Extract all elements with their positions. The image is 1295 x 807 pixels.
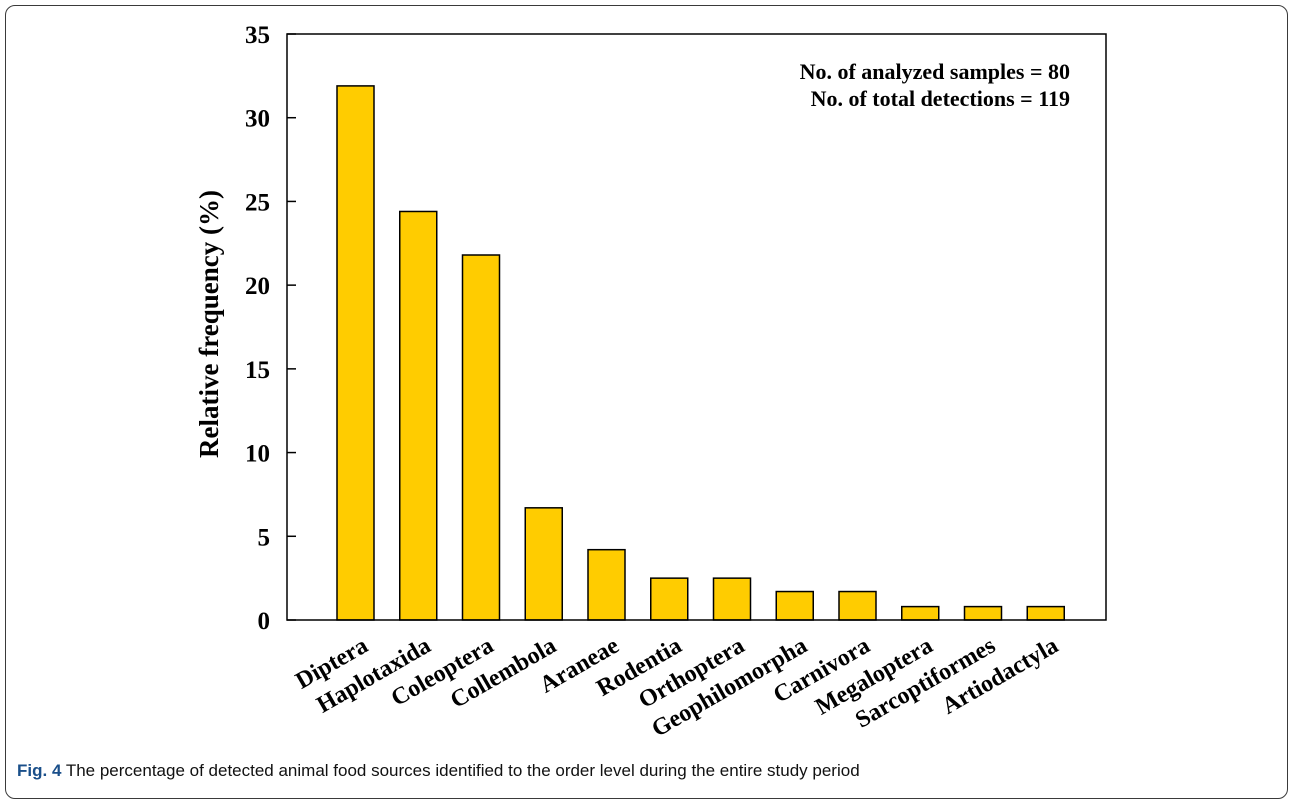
bar-megaloptera — [901, 605, 940, 621]
bar-rodentia — [650, 577, 689, 621]
bar-orthoptera — [712, 577, 752, 621]
figure-caption: Fig. 4 The percentage of detected animal… — [17, 761, 860, 781]
plot-area-frame — [286, 33, 1107, 621]
bar-coleoptera — [461, 254, 501, 621]
x-axis-category-labels: DipteraHaplotaxidaColeopteraCollembolaAr… — [291, 633, 1062, 743]
y-tick-label: 20 — [245, 273, 270, 300]
annotation-total-detections: No. of total detections = 119 — [811, 86, 1070, 111]
y-tick-label: 15 — [245, 357, 270, 384]
y-tick-label: 30 — [245, 106, 270, 133]
y-tick-label: 25 — [245, 189, 270, 216]
y-tick-label: 0 — [258, 608, 271, 635]
y-axis-ticks: 0 5 10 15 20 25 30 35 — [245, 22, 296, 635]
bar-artiodactyla — [1026, 605, 1065, 621]
y-axis-title-group: Relative frequency (%) — [194, 190, 224, 458]
y-tick-label: 35 — [245, 22, 270, 49]
bars — [336, 85, 1065, 621]
bar-araneae — [587, 548, 626, 621]
figure-number: Fig. 4 — [17, 761, 62, 780]
bar-carnivora — [838, 590, 877, 621]
bar-geophilomorpha — [775, 590, 814, 621]
figure-frame — [5, 5, 1288, 799]
bar-collembola — [524, 507, 563, 621]
figure-caption-text: The percentage of detected animal food s… — [65, 761, 860, 780]
bar-haplotaxida — [399, 210, 438, 621]
annotation-analyzed-samples: No. of analyzed samples = 80 — [800, 59, 1070, 84]
y-axis-title: Relative frequency (%) — [194, 190, 224, 458]
bar-diptera — [336, 85, 375, 621]
y-tick-label: 5 — [258, 524, 271, 551]
bar-sarcoptiformes — [963, 605, 1003, 621]
y-tick-label: 10 — [245, 441, 270, 468]
